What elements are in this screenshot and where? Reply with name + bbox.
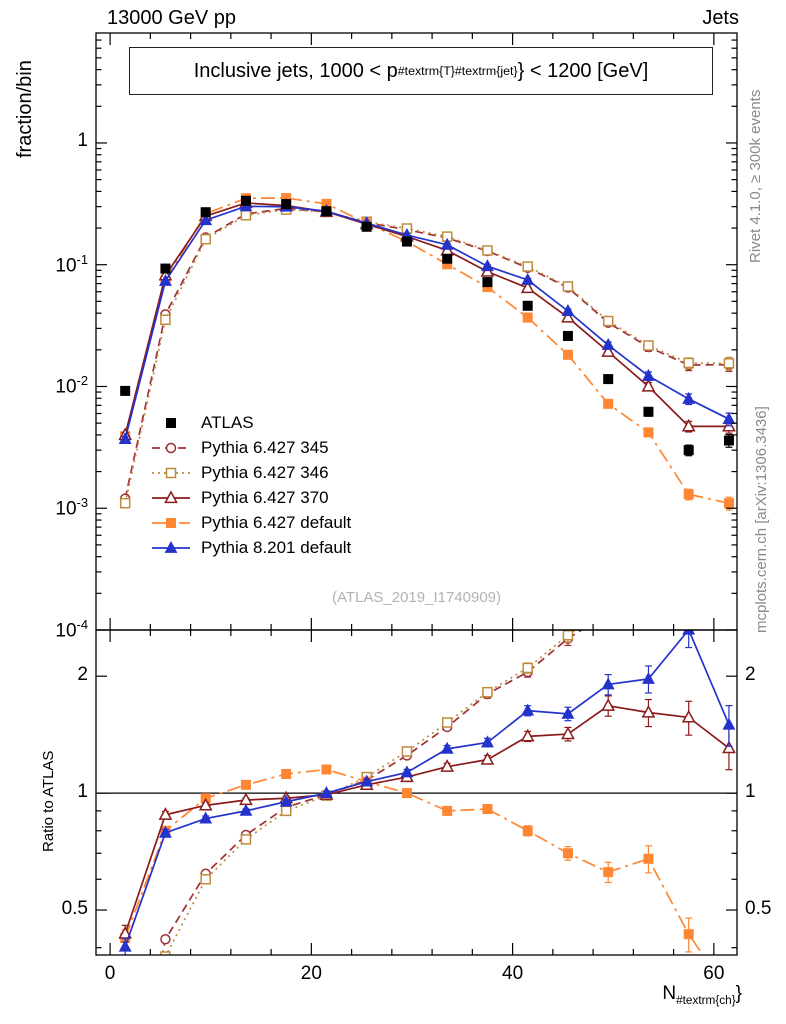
x-axis-label: N#textrm{ch}} [662, 983, 742, 1007]
x-axis-label-main: N [662, 983, 677, 1004]
y-tick-label-ratio-left: 0.5 [61, 898, 88, 920]
x-axis-label-sub: #textrm{ch} [676, 993, 736, 1007]
pythia-6427-370-marker-icon [152, 489, 190, 503]
legend-item-pythia-6427-345: Pythia 6.427 345 [150, 435, 351, 460]
y-tick-label-top: 10-1 [55, 251, 88, 277]
plot-title-sub: #textrm{T} [397, 64, 455, 78]
legend-item-pythia-8201-default: Pythia 8.201 default [150, 535, 351, 560]
legend-label-pythia-8201-default: Pythia 8.201 default [201, 537, 352, 557]
legend-item-pythia-6427-370: Pythia 6.427 370 [150, 485, 351, 510]
y-tick-label-ratio-right: 2 [745, 664, 756, 686]
legend-label-pythia-6427-default: Pythia 6.427 default [201, 512, 352, 532]
x-tick-label: 0 [104, 963, 116, 984]
plot-title: Inclusive jets, 1000 < p #textrm{T} #textr… [129, 47, 713, 95]
y-tick-label-ratio-left: 1 [77, 781, 88, 803]
mcplots-citation-note: mcplots.cern.ch [arXiv:1306.3436] [753, 406, 770, 633]
legend-label-pythia-6427-370: Pythia 6.427 370 [201, 487, 329, 507]
beam-energy-label: 13000 GeV pp [107, 7, 236, 29]
y-tick-label-top: 10-2 [55, 373, 88, 398]
legend-label-atlas: ATLAS [201, 412, 254, 432]
legend: ATLAS Pythia 6.427 345 Pythia 6.427 346 … [150, 410, 351, 560]
legend-label-pythia-6427-345: Pythia 6.427 345 [201, 437, 329, 457]
legend-item-pythia-6427-default: Pythia 6.427 default [150, 510, 351, 535]
plot-title-text: Inclusive jets, 1000 < p [193, 59, 398, 82]
atlas-marker-icon [166, 417, 176, 428]
plot-title-sup: #textrm{jet} [454, 64, 518, 78]
y-tick-label-ratio-left: 2 [77, 664, 88, 686]
pythia-6427-346-marker-icon [152, 467, 190, 478]
x-tick-label: 40 [502, 963, 524, 984]
x-tick-label: 20 [300, 963, 322, 984]
y-tick-label-top: 1 [77, 129, 88, 151]
pythia-6427-345-marker-icon [152, 442, 190, 453]
plot-title-post: } < 1200 [GeV] [517, 59, 649, 82]
analysis-id-watermark: (ATLAS_2019_I1740909) [331, 589, 501, 606]
y-tick-label-top: 10-3 [55, 495, 88, 520]
rivet-version-note: Rivet 4.1.0, ≥ 300k events [747, 89, 764, 263]
x-axis-label-post: } [735, 983, 742, 1004]
y-tick-label-ratio-right: 0.5 [745, 898, 772, 920]
legend-item-atlas: ATLAS [150, 410, 351, 435]
legend-item-pythia-6427-346: Pythia 6.427 346 [150, 460, 351, 485]
analysis-group-label: Jets [702, 7, 739, 29]
legend-label-pythia-6427-346: Pythia 6.427 346 [201, 462, 329, 482]
y-tick-label-top: 10-4 [55, 617, 88, 642]
pythia-8201-default-marker-icon [152, 540, 190, 553]
y-tick-label-ratio-right: 1 [745, 781, 756, 803]
x-tick-label: 60 [703, 963, 725, 984]
pythia-6427-default-marker-icon [152, 517, 190, 528]
